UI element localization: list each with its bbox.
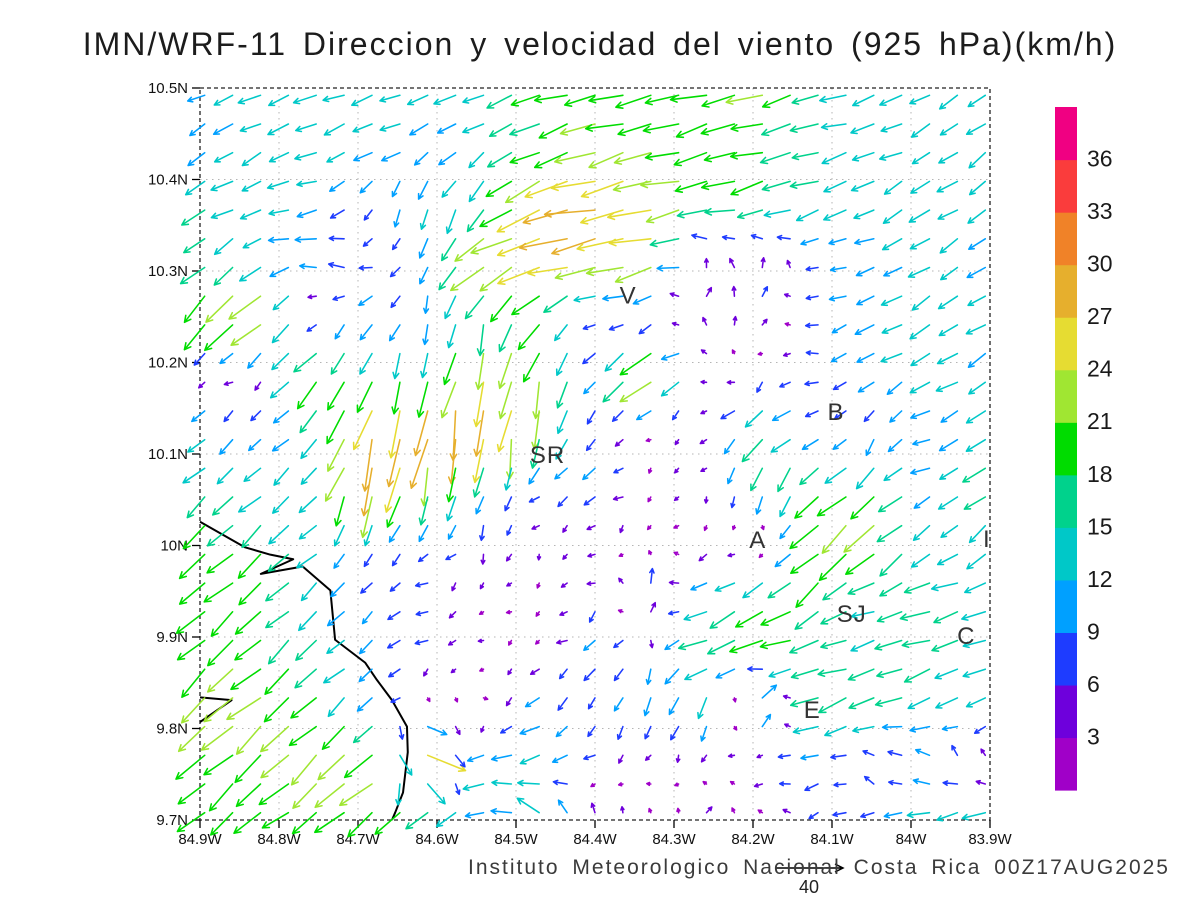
y-tick-label: 10.3N [148, 263, 188, 280]
reference-vector-label: 40 [799, 877, 819, 897]
y-tick-label: 10.1N [148, 446, 188, 463]
colorbar-label: 12 [1087, 566, 1113, 592]
colorbar-label: 24 [1087, 356, 1113, 382]
colorbar-label: 3 [1087, 723, 1100, 749]
y-tick-label: 10.5N [148, 80, 188, 97]
x-tick-label: 83.9W [968, 831, 1012, 848]
axis-tick-labels: 84.9W 84.8W 84.7W 84.6W 84.5W 84.4W 84.3W 84.2W… [148, 80, 1013, 848]
reference-vector: 40 [775, 863, 845, 897]
colorbar-label: 9 [1087, 618, 1100, 644]
colorbar-label: 33 [1087, 198, 1113, 224]
station-label-v: V [620, 283, 637, 310]
x-tick-label: 84.1W [810, 831, 854, 848]
chart-caption: Instituto Meteorologico Nacional Costa R… [468, 856, 1170, 879]
y-tick-label: 10.4N [148, 172, 188, 189]
station-label-sr: SR [530, 442, 565, 469]
colorbar-label: 18 [1087, 461, 1113, 487]
x-tick-label: 84.3W [652, 831, 696, 848]
colorbar-label: 27 [1087, 303, 1113, 329]
colorbar-label: 30 [1087, 251, 1113, 277]
coastline [199, 520, 409, 821]
chart-title: IMN/WRF-11 Direccion y velocidad del vie… [82, 26, 1118, 62]
station-label-e: E [804, 697, 821, 724]
x-tick-label: 84.2W [731, 831, 775, 848]
x-tick-label: 84.5W [494, 831, 538, 848]
x-tick-label: 84W [896, 831, 928, 848]
y-tick-label: 10.2N [148, 355, 188, 372]
x-tick-label: 84.6W [415, 831, 459, 848]
x-tick-label: 84.8W [257, 831, 301, 848]
y-tick-label: 10N [160, 538, 188, 555]
colorbar-label: 36 [1087, 146, 1113, 172]
station-label-a: A [749, 527, 766, 554]
station-label-b: B [827, 399, 844, 426]
colorbar-label: 21 [1087, 408, 1113, 434]
y-tick-label: 9.8N [156, 721, 188, 738]
colorbar-label: 6 [1087, 671, 1100, 697]
station-label-sj: SJ [837, 601, 867, 628]
station-label-i: I [983, 526, 991, 553]
grid-lines [200, 88, 990, 820]
x-tick-label: 84.4W [573, 831, 617, 848]
y-tick-label: 9.7N [156, 812, 188, 829]
colorbar-label: 15 [1087, 513, 1113, 539]
x-tick-label: 84.7W [336, 831, 380, 848]
station-label-c: C [957, 623, 975, 650]
station-labels: V SR B A SJ C E I [530, 283, 991, 724]
wind-vectors [175, 94, 987, 838]
